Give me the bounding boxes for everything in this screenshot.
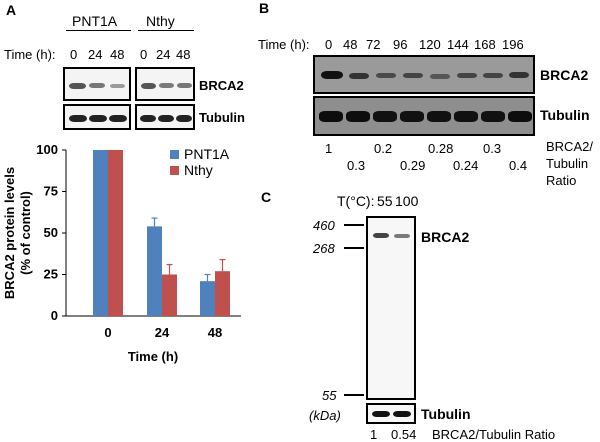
panel-b-ratio-1: 1 bbox=[325, 141, 333, 156]
panel-b-ratio-120h: 0.28 bbox=[428, 141, 454, 156]
panel-b-ratio-legend-2: Tubulin bbox=[546, 156, 589, 171]
y-tick-label-50: 50 bbox=[44, 225, 58, 240]
panel-a-tubulin-blot-pnt1a bbox=[63, 104, 131, 130]
panel-b-ratio-196h: 0.4 bbox=[509, 158, 528, 173]
marker-55-label: 55 bbox=[322, 388, 337, 403]
marker-55-tick bbox=[344, 394, 364, 396]
y-tick-label-25: 25 bbox=[44, 267, 58, 282]
panel-b-time-label: Time (h): bbox=[258, 37, 310, 52]
panel-b-ratio-legend-3: Ratio bbox=[546, 173, 577, 188]
panel-a-time-0-pnt1a: 0 bbox=[70, 47, 78, 62]
panel-b-tubulin-label: Tubulin bbox=[540, 107, 590, 123]
panel-b-ratio-144h: 0.24 bbox=[453, 158, 479, 173]
y-tick-label-75: 75 bbox=[44, 184, 58, 199]
panel-a-time-label: Time (h): bbox=[4, 47, 56, 62]
panel-b-ratio-168h: 0.3 bbox=[483, 141, 502, 156]
y-axis-label-line1: BRCA2 protein levels bbox=[2, 167, 17, 299]
panel-c-temp-55: 55 bbox=[377, 193, 393, 209]
panel-b-ratio-48h: 0.3 bbox=[347, 158, 366, 173]
legend-label-Nthy: Nthy bbox=[184, 162, 213, 178]
panel-b-ratio-96h: 0.29 bbox=[400, 158, 426, 173]
legend-swatch-Nthy bbox=[170, 166, 179, 175]
panel-b-ratio-72h: 0.2 bbox=[374, 141, 393, 156]
panel-b-time-196: 196 bbox=[502, 37, 524, 52]
panel-a-brca2-label: BRCA2 bbox=[199, 78, 244, 93]
panel-b-time-0: 0 bbox=[325, 37, 333, 52]
panel-b-time-48: 48 bbox=[343, 37, 358, 52]
bar-Nthy-0 bbox=[108, 150, 123, 316]
kda-label: (kDa) bbox=[309, 408, 341, 423]
panel-c-tubulin-label: Tubulin bbox=[421, 406, 471, 422]
panel-b-brca2-label: BRCA2 bbox=[540, 67, 589, 83]
marker-268-tick bbox=[344, 247, 364, 249]
panel-a-time-48-nthy: 48 bbox=[176, 47, 191, 62]
brca2-bar-chart: 0 25 50 75 100 0 24 48 Time (h) BRCA2 protein lev… bbox=[2, 142, 241, 364]
panel-c-temp-100: 100 bbox=[395, 193, 419, 209]
marker-268-label: 268 bbox=[313, 241, 335, 256]
panel-a-time-24-nthy: 24 bbox=[156, 47, 171, 62]
x-tick-label-0: 0 bbox=[104, 325, 111, 340]
bar-PNT1A-48 bbox=[200, 281, 215, 316]
panel-a-letter: A bbox=[6, 2, 17, 18]
bar-Nthy-24 bbox=[162, 274, 177, 316]
panel-b-time-96: 96 bbox=[393, 37, 408, 52]
y-tick-label-100: 100 bbox=[36, 142, 58, 157]
panel-c-ratio-55: 1 bbox=[370, 427, 378, 442]
panel-b-ratio-legend-1: BRCA2/ bbox=[546, 139, 593, 154]
panel-a-time-0-nthy: 0 bbox=[140, 47, 148, 62]
panel-c-ratio-100: 0.54 bbox=[391, 427, 417, 442]
nthy-underline bbox=[138, 30, 194, 31]
panel-a-tubulin-blot-nthy bbox=[135, 104, 195, 130]
panel-c-tubulin-blot bbox=[366, 403, 416, 424]
bar-PNT1A-0 bbox=[93, 150, 108, 316]
panel-c-letter: C bbox=[261, 189, 272, 205]
panel-b-time-72: 72 bbox=[366, 37, 381, 52]
panel-a-brca2-blot-nthy bbox=[135, 67, 195, 101]
bar-Nthy-48 bbox=[215, 271, 230, 316]
panel-b-time-144: 144 bbox=[447, 37, 469, 52]
marker-460-tick bbox=[344, 224, 364, 226]
cell-line-nthy-label: Nthy bbox=[146, 13, 175, 29]
panel-c-brca2-gel bbox=[366, 216, 416, 400]
panel-b-time-168: 168 bbox=[474, 37, 496, 52]
x-tick-label-48: 48 bbox=[208, 325, 222, 340]
panel-b-time-120: 120 bbox=[419, 37, 441, 52]
marker-460-label: 460 bbox=[313, 218, 335, 233]
legend-label-PNT1A: PNT1A bbox=[184, 146, 230, 162]
cell-line-pnt1a-label: PNT1A bbox=[72, 13, 118, 29]
panel-b-letter: B bbox=[259, 0, 270, 16]
panel-c-ratio-legend: BRCA2/Tubulin Ratio bbox=[432, 427, 556, 442]
x-axis-label: Time (h) bbox=[128, 349, 178, 364]
panel-a-tubulin-label: Tubulin bbox=[199, 110, 245, 125]
panel-b-brca2-blot bbox=[313, 55, 535, 94]
legend-swatch-PNT1A bbox=[170, 150, 179, 159]
y-axis-label-line2: (% of control) bbox=[18, 191, 33, 275]
panel-a-time-48-pnt1a: 48 bbox=[110, 47, 125, 62]
x-tick-label-24: 24 bbox=[155, 325, 170, 340]
panel-c-brca2-label: BRCA2 bbox=[421, 229, 470, 245]
pnt1a-underline bbox=[66, 30, 131, 31]
panel-c-temp-label: T(°C): bbox=[337, 193, 375, 209]
panel-a-brca2-blot-pnt1a bbox=[63, 67, 131, 101]
bar-PNT1A-24 bbox=[147, 226, 162, 316]
panel-b-tubulin-blot bbox=[313, 96, 535, 136]
y-tick-label-0: 0 bbox=[51, 308, 58, 323]
panel-a-time-24-pnt1a: 24 bbox=[88, 47, 103, 62]
